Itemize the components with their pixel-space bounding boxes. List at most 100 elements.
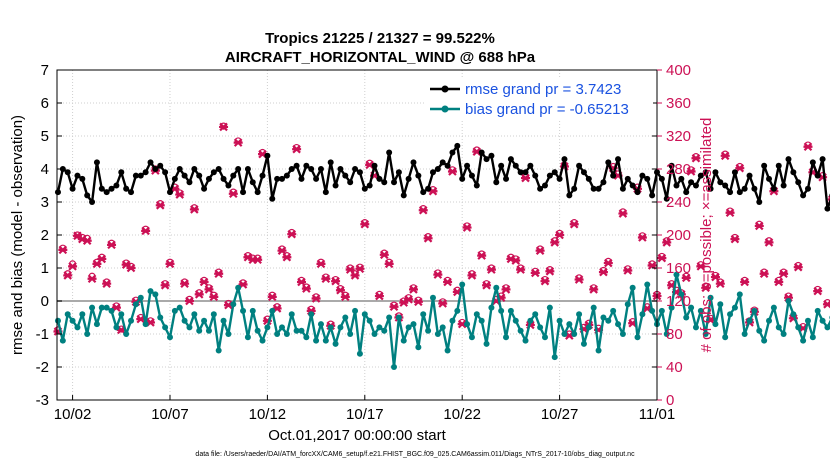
bias-point xyxy=(615,321,622,328)
rmse-point xyxy=(205,175,212,182)
obs-possible-marker xyxy=(288,228,296,237)
bias-point xyxy=(678,291,685,298)
bias-point xyxy=(459,281,466,288)
rmse-point xyxy=(683,189,690,196)
rmse-point xyxy=(678,175,685,182)
bias-point xyxy=(454,307,461,314)
rmse-point xyxy=(352,166,359,172)
rmse-point xyxy=(279,175,285,182)
x-tick-label: 10/02 xyxy=(54,406,92,423)
bias-point xyxy=(74,324,81,331)
obs-possible-marker xyxy=(219,122,228,130)
legend-box xyxy=(425,77,653,119)
rmse-point xyxy=(361,185,368,192)
obs-possible-marker xyxy=(356,263,364,271)
rmse-point xyxy=(162,169,169,176)
rmse-point xyxy=(459,175,466,182)
bias-point xyxy=(800,337,807,344)
obs-possible-marker xyxy=(828,195,830,201)
rmse-point xyxy=(527,162,534,169)
bias-point xyxy=(205,327,212,334)
rmse-point xyxy=(649,192,656,199)
bias-point xyxy=(215,347,222,354)
rmse-point xyxy=(600,179,607,186)
bias-point xyxy=(264,324,271,331)
bias-point xyxy=(712,321,719,328)
obs-possible-marker xyxy=(517,264,525,272)
bias-point xyxy=(113,324,120,331)
rmse-point xyxy=(327,159,334,166)
obs-possible-marker xyxy=(775,276,783,284)
bias-point xyxy=(279,324,285,331)
bias-point xyxy=(235,284,242,291)
rmse-point xyxy=(225,182,232,189)
rmse-point xyxy=(585,175,592,182)
bias-point xyxy=(610,307,617,314)
bias-point xyxy=(400,337,407,344)
obs-possible-marker xyxy=(322,273,330,281)
rmse-point xyxy=(254,189,261,196)
obs-possible-marker xyxy=(663,237,671,245)
bias-point xyxy=(493,284,500,291)
obs-possible-marker xyxy=(268,291,276,299)
obs-possible-marker xyxy=(575,274,583,282)
bias-point xyxy=(707,294,714,301)
obs-possible-marker xyxy=(721,150,729,158)
bias-point xyxy=(634,334,641,341)
rmse-point xyxy=(215,166,222,172)
rmse-point xyxy=(551,169,558,176)
bias-line xyxy=(56,273,830,369)
rmse-point xyxy=(356,169,363,176)
obs-possible-marker xyxy=(487,264,496,272)
obs-possible-marker xyxy=(180,278,189,286)
rmse-point xyxy=(692,182,699,189)
bias-point xyxy=(702,331,709,337)
rmse-point xyxy=(639,172,646,179)
legend-bias-label: bias grand pr = -0.65213 xyxy=(465,101,629,118)
rmse-point xyxy=(308,166,315,172)
obs-possible-marker xyxy=(249,254,257,262)
x-tick-label: 10/17 xyxy=(346,406,384,423)
rmse-series xyxy=(54,142,830,212)
y-tick-label: 2 xyxy=(41,227,49,244)
obs-possible-marker xyxy=(711,271,720,280)
rmse-point xyxy=(483,156,490,163)
obs-possible-marker xyxy=(507,253,515,261)
rmse-point xyxy=(722,182,729,189)
rmse-point xyxy=(488,152,495,159)
bias-point xyxy=(561,331,568,337)
obs-possible-marker xyxy=(590,284,598,292)
rmse-point xyxy=(537,185,544,192)
rmse-point xyxy=(576,162,583,169)
obs-possible-marker xyxy=(555,229,564,237)
obs-possible-marker xyxy=(755,220,763,228)
bias-point xyxy=(731,304,738,311)
rmse-point xyxy=(478,149,485,156)
rmse-point xyxy=(196,172,203,179)
obs-possible-marker xyxy=(375,290,384,298)
bias-point xyxy=(293,327,300,334)
bias-point xyxy=(152,291,159,298)
obs-possible-marker xyxy=(229,188,237,196)
rmse-point xyxy=(615,156,622,163)
bias-point xyxy=(405,324,412,331)
x-axis-label: Oct.01,2017 00:00:00 start xyxy=(268,427,446,444)
obs-possible-marker xyxy=(176,189,184,197)
y-tick-label: 0 xyxy=(41,293,49,310)
rmse-point xyxy=(123,185,130,192)
rmse-point xyxy=(391,179,398,186)
bias-point xyxy=(342,314,349,321)
rmse-point xyxy=(283,172,290,179)
rmse-point xyxy=(157,162,164,169)
obs-possible-marker xyxy=(156,200,164,208)
bias-point xyxy=(585,324,592,331)
rmse-point xyxy=(546,172,553,179)
bias-point xyxy=(288,311,295,318)
rmse-point xyxy=(644,175,651,182)
obs-possible-marker xyxy=(463,222,471,230)
obs-possible-marker xyxy=(448,166,457,174)
rmse-point xyxy=(259,172,266,179)
bias-point xyxy=(108,307,115,314)
bias-point xyxy=(697,307,704,314)
rmse-point xyxy=(220,175,227,182)
